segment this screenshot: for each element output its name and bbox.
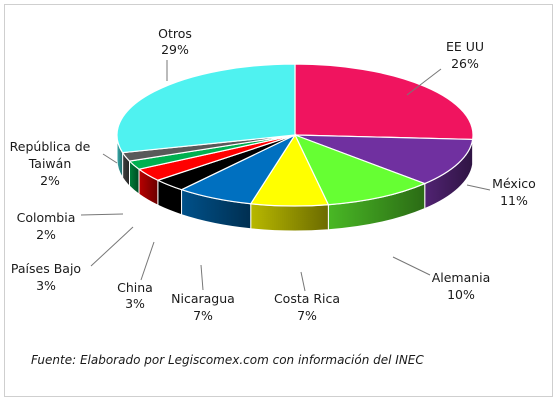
leader-line-mexico xyxy=(466,184,491,191)
label-otros-pct: 29% xyxy=(161,42,189,57)
label-colombia-name: Colombia xyxy=(17,210,76,225)
label-alemania-pct: 10% xyxy=(447,287,475,302)
slice-alemania xyxy=(293,133,427,206)
slice-ee-uu xyxy=(294,63,474,141)
label-china-pct: 3% xyxy=(125,296,145,311)
leader-line-paises xyxy=(90,226,134,267)
label-taiwan-pct: 2% xyxy=(40,173,60,188)
leader-line-eeuu xyxy=(406,68,442,96)
pie-chart: Otros 29% EE UU 26% México 11% Alemania … xyxy=(10,26,536,323)
label-costarica-pct: 7% xyxy=(297,308,317,323)
leader-lines xyxy=(80,60,491,292)
label-paises-pct: 3% xyxy=(36,278,56,293)
label-nicaragua-pct: 7% xyxy=(193,308,213,323)
leader-line-china xyxy=(140,241,155,281)
leader-line-costarica xyxy=(300,271,306,292)
slice-mexico xyxy=(294,134,474,185)
leader-line-colombia xyxy=(80,213,124,216)
label-taiwan-name-1: República de xyxy=(10,139,91,154)
pie-side-walls xyxy=(116,134,474,232)
label-otros-name: Otros xyxy=(158,26,192,41)
label-alemania-name: Alemania xyxy=(432,270,491,285)
source-note: Fuente: Elaborado por Legiscomex.com con… xyxy=(31,353,424,367)
label-paises-name: Países Bajo xyxy=(11,261,81,276)
slice-labels: Otros 29% EE UU 26% México 11% Alemania … xyxy=(10,26,536,323)
slice-side-costa-rica xyxy=(250,203,329,232)
label-mexico-pct: 11% xyxy=(500,193,528,208)
label-nicaragua-name: Nicaragua xyxy=(171,291,235,306)
label-eeuu-name: EE UU xyxy=(446,39,484,54)
slice-otros xyxy=(116,63,296,154)
label-eeuu-pct: 26% xyxy=(451,56,479,71)
label-colombia-pct: 2% xyxy=(36,227,56,242)
label-costarica-name: Costa Rica xyxy=(274,291,340,306)
chart-frame: Otros 29% EE UU 26% México 11% Alemania … xyxy=(4,4,553,397)
leader-line-nicaragua xyxy=(200,264,204,291)
leader-line-alemania xyxy=(392,256,431,276)
leader-line-taiwan xyxy=(102,153,118,164)
label-taiwan-name-2: Taiwán xyxy=(28,156,72,171)
label-mexico-name: México xyxy=(492,176,536,191)
pie-top-slices xyxy=(116,63,474,207)
label-china-name: China xyxy=(117,280,153,295)
